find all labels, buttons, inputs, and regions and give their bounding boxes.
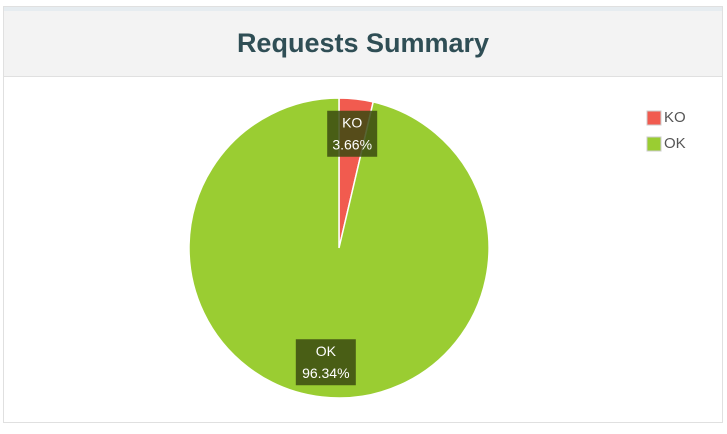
pie-slice (188, 97, 490, 399)
slice-name: KO (342, 114, 362, 130)
chart-title: Requests Summary (237, 28, 489, 58)
legend-swatch[interactable] (646, 136, 662, 152)
header (4, 11, 722, 76)
label-box (327, 110, 378, 157)
panel-top (4, 7, 722, 11)
slice-name: OK (316, 343, 337, 359)
slice-labels: KO 3.66% OK 96.34% (295, 110, 378, 386)
legend-label[interactable]: OK (664, 135, 686, 152)
label-box (295, 339, 356, 386)
legend-swatch[interactable] (646, 110, 662, 126)
slice-value: 96.34% (302, 365, 349, 381)
legend: KO OK (646, 109, 686, 152)
legend-label[interactable]: KO (664, 109, 686, 126)
slice-value: 3.66% (332, 136, 372, 152)
